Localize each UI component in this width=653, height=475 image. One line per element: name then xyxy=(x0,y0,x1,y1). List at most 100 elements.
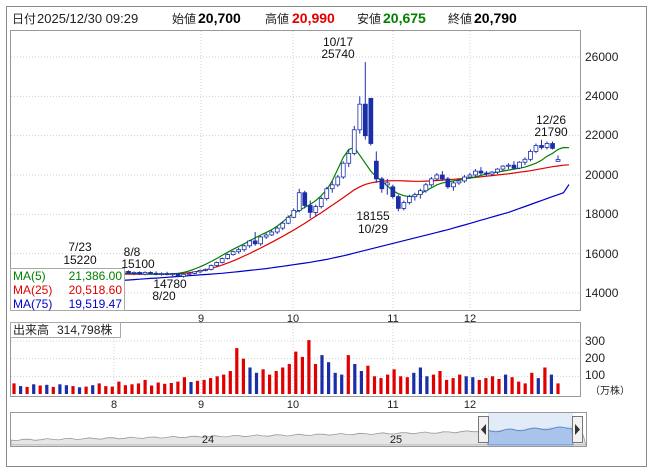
volume-bar xyxy=(294,351,298,394)
candle-body xyxy=(175,273,181,277)
candle xyxy=(428,176,434,187)
candle xyxy=(555,155,561,162)
volume-bar xyxy=(77,387,82,394)
candle-body xyxy=(462,176,467,182)
vol-tick-label: 200 xyxy=(585,351,605,365)
candle xyxy=(522,157,528,166)
x-tick-label: 9 xyxy=(198,399,204,411)
candle xyxy=(164,271,170,276)
x-tick-label: 12 xyxy=(464,313,476,325)
candle xyxy=(203,268,208,272)
volume-bar xyxy=(412,372,416,394)
candle xyxy=(214,261,219,267)
candle-body xyxy=(137,271,142,275)
volume-bar xyxy=(169,383,173,394)
candle xyxy=(439,171,445,181)
candle xyxy=(401,200,407,211)
candle xyxy=(324,186,330,201)
candle xyxy=(302,190,308,209)
volume-bar xyxy=(287,364,291,394)
ma25-value: 20,518.60 xyxy=(69,283,123,297)
candle xyxy=(269,230,275,236)
price-panel: 26000 24000 22000 20000 18000 16000 1400… xyxy=(10,30,619,311)
candle xyxy=(126,270,131,275)
candle-body xyxy=(203,268,208,271)
volume-bar xyxy=(327,362,331,394)
volume-bar xyxy=(431,374,436,394)
navigator-label: 25 xyxy=(390,434,402,446)
volume-bar xyxy=(418,367,422,394)
candle xyxy=(473,169,478,177)
candle xyxy=(412,192,418,201)
x-tick-label: 11 xyxy=(387,313,398,325)
candle-body xyxy=(285,216,291,224)
candle xyxy=(137,271,142,275)
candle-body xyxy=(489,171,495,175)
navigator-left-handle[interactable] xyxy=(478,416,489,443)
candle-body xyxy=(478,170,484,174)
volume-bar xyxy=(215,376,219,394)
candle-body xyxy=(467,174,473,178)
candle-body xyxy=(401,202,407,209)
annotation-date: 10/17 xyxy=(323,35,353,49)
candle xyxy=(379,176,385,193)
y-tick-label: 26000 xyxy=(585,50,619,64)
volume-bar xyxy=(19,386,23,394)
ma5-value: 21,386.00 xyxy=(69,269,123,283)
navigator-right-handle[interactable] xyxy=(572,416,583,443)
candle xyxy=(462,175,467,183)
candle-body xyxy=(131,271,137,274)
volume-bar xyxy=(136,383,141,394)
candle-body xyxy=(533,145,539,152)
volume-bar xyxy=(235,348,239,394)
candle xyxy=(153,271,159,276)
y-tick-label: 24000 xyxy=(585,89,619,103)
candle xyxy=(533,143,539,154)
candle-body xyxy=(351,129,357,154)
candle-body xyxy=(384,182,390,186)
volume-bar xyxy=(268,374,272,394)
candle xyxy=(225,253,230,260)
volume-bar xyxy=(195,380,200,395)
volume-bar xyxy=(156,382,160,394)
candle-body xyxy=(263,234,269,238)
volume-bar xyxy=(202,379,206,394)
range-navigator[interactable]: 24 25 xyxy=(10,412,587,447)
candle xyxy=(417,188,423,199)
ma-legend-box xyxy=(10,268,125,311)
candle-body xyxy=(186,272,192,275)
volume-bar xyxy=(32,384,36,394)
candle-body xyxy=(230,251,236,255)
candle-body xyxy=(258,236,264,245)
candle-body xyxy=(544,143,550,148)
high-label: 高値 xyxy=(265,11,289,26)
candle-body xyxy=(280,222,286,229)
candle xyxy=(148,271,153,275)
candle xyxy=(318,196,324,209)
vol-tick-label: 300 xyxy=(585,334,605,348)
ma5-label: MA(5) xyxy=(13,269,46,283)
annotation-date: 8/20 xyxy=(152,289,176,303)
candle-body xyxy=(357,103,363,131)
volume-bar xyxy=(58,384,62,394)
candle xyxy=(489,171,495,176)
candle xyxy=(384,178,390,195)
volume-bar xyxy=(536,378,540,394)
volume-bar xyxy=(556,383,560,394)
volume-bar xyxy=(333,372,337,394)
candle-body xyxy=(528,150,533,160)
volume-bar xyxy=(510,377,514,394)
annotation-value: 14780 xyxy=(153,277,187,291)
candle xyxy=(544,141,550,150)
candle-body xyxy=(170,273,175,276)
volume-bar xyxy=(25,386,29,394)
date-label: 日付 xyxy=(12,12,36,26)
candle-body xyxy=(434,174,440,180)
candle xyxy=(373,151,379,183)
candle-body xyxy=(181,273,186,277)
candle xyxy=(362,62,368,140)
close-value: 20,790 xyxy=(474,10,517,26)
x-tick-label: 10 xyxy=(287,399,299,411)
ohlc-header: 日付 2025/12/30 09:29 始値 20,700 高値 20,990 … xyxy=(7,7,646,29)
candle-body xyxy=(274,227,280,233)
